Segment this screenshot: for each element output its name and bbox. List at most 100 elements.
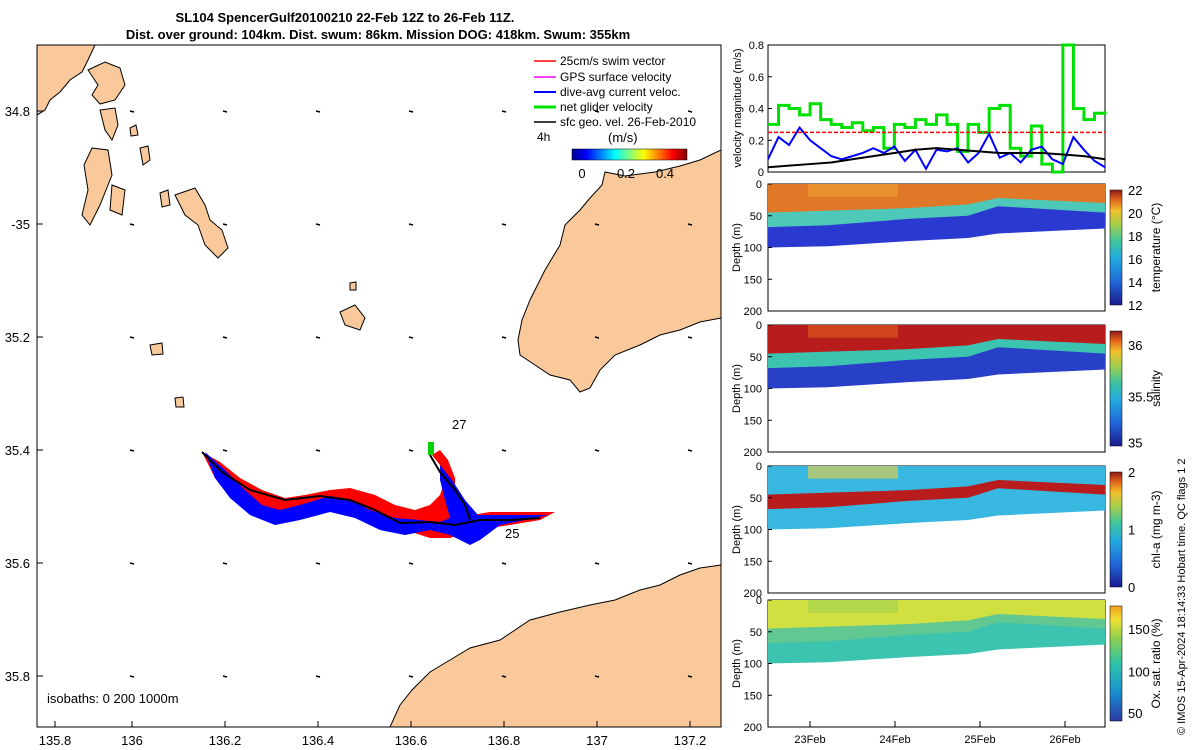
land-island-l (350, 282, 356, 290)
map-x-tick-label: 137 (586, 733, 608, 748)
map-x-tick-label: 136.6 (395, 733, 428, 748)
section-ylabel: Depth (m) (731, 505, 743, 554)
section-colorbar-tick: 36 (1128, 338, 1142, 353)
map-x-tick-label: 136.8 (488, 733, 521, 748)
map-y-tick-label: 35.4 (5, 443, 30, 458)
section-panel-2: 050100150200Depth (m)210chl-a (mg m-3) (731, 461, 1163, 600)
section-y-tick-label: 0 (756, 179, 762, 191)
geo-arrow (223, 111, 227, 112)
geo-arrow (502, 337, 506, 338)
section-y-tick-label: 0 (756, 595, 762, 607)
isobaths-label: isobaths: 0 200 1000m (47, 691, 179, 706)
geo-arrow (688, 676, 692, 677)
map-y-tick-label: 35.8 (5, 669, 30, 684)
section-colorbar-tick: 0 (1128, 580, 1135, 595)
geo-arrow (595, 224, 599, 225)
section-surface-patch (808, 184, 898, 197)
map-y-tick-label: -35 (11, 217, 30, 232)
land-island-h (160, 190, 170, 207)
geo-arrow (316, 676, 320, 677)
section-colorbar-tick: 14 (1128, 275, 1142, 290)
geo-arrow (130, 337, 134, 338)
geo-arrow (595, 337, 599, 338)
legend-label-geo: sfc geo. vel. 26-Feb-2010 (560, 115, 696, 129)
velocity-y-tick-label: 0 (758, 167, 764, 179)
track-start-marker (428, 442, 434, 455)
geo-arrow (130, 563, 134, 564)
geo-arrow (223, 676, 227, 677)
colorbar-tick-1: 0.2 (617, 166, 635, 181)
section-y-tick-label: 150 (744, 690, 762, 702)
map-colorbar (572, 149, 687, 160)
geo-arrow (223, 224, 227, 225)
geo-arrow (409, 563, 413, 564)
section-colorbar-tick: 20 (1128, 206, 1142, 221)
geo-arrow (316, 563, 320, 564)
section-y-tick-label: 100 (744, 525, 762, 537)
velocity-y-tick-label: 0.6 (749, 72, 764, 84)
section-surface-patch (808, 466, 898, 479)
copyright-side-label: © IMOS 15-Apr-2024 18:14:33 Hobart time.… (1176, 458, 1188, 735)
geo-arrow (223, 337, 227, 338)
section-colorbar-tick: 50 (1128, 706, 1142, 721)
annotation-day-27: 27 (452, 417, 466, 432)
geo-arrow (502, 450, 506, 451)
geo-arrow (316, 450, 320, 451)
title-line-1: SL104 SpencerGulf20100210 22-Feb 12Z to … (176, 10, 515, 25)
section-y-tick-label: 0 (756, 461, 762, 473)
geo-arrow (502, 224, 506, 225)
section-y-tick-label: 150 (744, 415, 762, 427)
section-y-tick-label: 200 (744, 447, 762, 459)
map-x-tick-label: 135.8 (39, 733, 72, 748)
map-panel: 135.8 136 136.2 136.4 136.6 136.8 137 137.2 34.… (5, 45, 721, 748)
section-colorbar-tick: 100 (1128, 665, 1150, 680)
section-x-tick-label: 26Feb (1049, 734, 1080, 746)
section-y-tick-label: 0 (756, 320, 762, 332)
section-colorbar-label: chl-a (mg m-3) (1149, 490, 1163, 568)
geo-arrow (502, 563, 506, 564)
section-x-tick-label: 25Feb (964, 734, 995, 746)
section-panel-1: 050100150200Depth (m)3635.535salinity (731, 320, 1163, 459)
section-x-tick-label: 24Feb (879, 734, 910, 746)
map-y-tick-label: 35.6 (5, 556, 30, 571)
section-colorbar (1110, 606, 1122, 721)
geo-arrow (130, 224, 134, 225)
geo-arrow (502, 676, 506, 677)
section-colorbar-tick: 16 (1128, 252, 1142, 267)
section-y-tick-label: 150 (744, 274, 762, 286)
geo-arrow (595, 450, 599, 451)
colorbar-unit-label: (m/s) (608, 130, 638, 145)
geo-arrow (688, 450, 692, 451)
section-y-tick-label: 50 (750, 627, 762, 639)
section-y-tick-label: 50 (750, 493, 762, 505)
section-x-tick-label: 23Feb (794, 734, 825, 746)
geo-arrow (409, 111, 413, 112)
section-y-tick-label: 100 (744, 659, 762, 671)
legend-label-net: net glider velocity (560, 100, 653, 114)
map-x-tick-label: 137.2 (674, 733, 707, 748)
section-surface-patch (808, 325, 898, 338)
section-colorbar (1110, 190, 1122, 305)
map-x-tick-label: 136.2 (209, 733, 242, 748)
section-ylabel: Depth (m) (731, 223, 743, 272)
geo-arrow (223, 450, 227, 451)
geo-arrow (595, 563, 599, 564)
geo-arrow (595, 676, 599, 677)
geo-arrow (316, 111, 320, 112)
land-island-j (150, 343, 163, 355)
section-y-tick-label: 50 (750, 352, 762, 364)
geo-arrow (688, 224, 692, 225)
colorbar-hours-label: 4h (537, 130, 550, 144)
velocity-y-tick-label: 0.2 (749, 135, 764, 147)
velocity-panel: 0 0.2 0.4 0.6 0.8 velocity magnitude (m/s) (732, 40, 1105, 179)
geo-arrow (130, 450, 134, 451)
section-colorbar-tick: 18 (1128, 229, 1142, 244)
geo-arrow (223, 563, 227, 564)
velocity-y-tick-label: 0.8 (749, 40, 764, 52)
map-x-tick-label: 136.4 (302, 733, 335, 748)
geo-arrow (502, 111, 506, 112)
geo-arrow (409, 676, 413, 677)
section-y-tick-label: 50 (750, 211, 762, 223)
geo-arrow (688, 111, 692, 112)
section-colorbar-tick: 150 (1128, 622, 1150, 637)
